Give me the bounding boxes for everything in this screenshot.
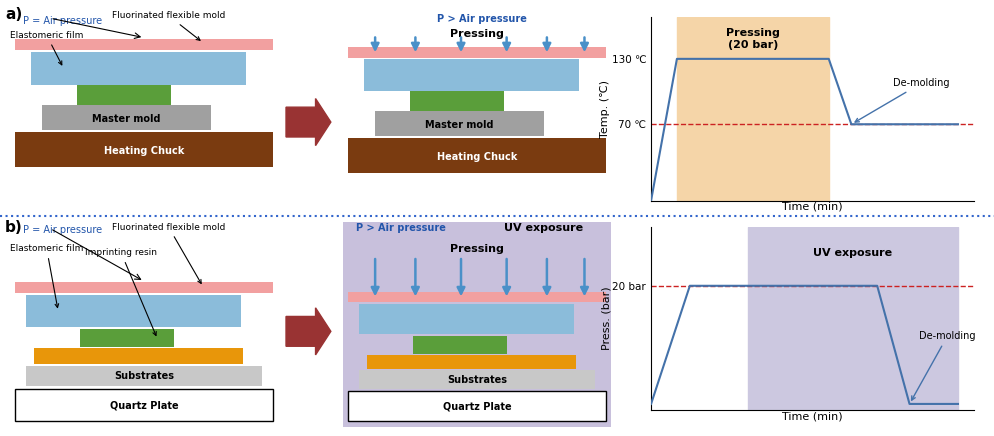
Text: Elastomeric film: Elastomeric film xyxy=(10,244,83,307)
Text: Imprinting resin: Imprinting resin xyxy=(85,248,157,335)
Bar xyxy=(34,348,244,364)
X-axis label: Time (min): Time (min) xyxy=(782,202,843,212)
Bar xyxy=(348,138,606,173)
Text: Fluorinated flexible mold: Fluorinated flexible mold xyxy=(112,222,226,283)
Text: P > Air pressure: P > Air pressure xyxy=(437,14,527,24)
Bar xyxy=(359,304,574,334)
Text: Heating Chuck: Heating Chuck xyxy=(104,146,184,157)
Bar xyxy=(32,52,247,85)
Bar xyxy=(413,336,507,354)
Bar xyxy=(26,295,241,327)
Bar xyxy=(15,282,273,293)
Text: P = Air pressure: P = Air pressure xyxy=(24,16,102,26)
Bar xyxy=(15,39,273,50)
Text: Substrates: Substrates xyxy=(447,375,507,385)
Text: Elastomeric film: Elastomeric film xyxy=(10,31,83,65)
Bar xyxy=(78,85,171,106)
Y-axis label: Temp. (℃): Temp. (℃) xyxy=(600,80,610,138)
Bar xyxy=(365,59,580,91)
Bar xyxy=(80,329,174,347)
Bar xyxy=(348,292,606,302)
Text: P > Air pressure: P > Air pressure xyxy=(356,223,446,233)
Text: Heating Chuck: Heating Chuck xyxy=(437,152,517,161)
FancyArrow shape xyxy=(286,308,331,355)
Bar xyxy=(359,370,595,389)
Bar xyxy=(677,17,829,201)
Bar xyxy=(375,112,545,136)
Text: b): b) xyxy=(5,220,23,235)
Bar xyxy=(42,106,212,130)
Text: Pressing
(20 bar): Pressing (20 bar) xyxy=(726,28,779,50)
Text: Master mold: Master mold xyxy=(425,120,494,130)
Text: Master mold: Master mold xyxy=(92,114,161,124)
Text: Quartz Plate: Quartz Plate xyxy=(442,402,512,412)
Text: a): a) xyxy=(5,7,22,21)
Bar xyxy=(348,392,606,421)
Text: De-molding: De-molding xyxy=(855,78,950,122)
Y-axis label: Press. (bar): Press. (bar) xyxy=(601,286,611,350)
Bar xyxy=(411,91,504,112)
Text: Quartz Plate: Quartz Plate xyxy=(109,401,179,411)
Bar xyxy=(15,389,273,421)
Text: De-molding: De-molding xyxy=(911,331,976,400)
Text: P = Air pressure: P = Air pressure xyxy=(24,225,102,235)
X-axis label: Time (min): Time (min) xyxy=(782,411,843,421)
Bar xyxy=(348,47,606,58)
Text: Substrates: Substrates xyxy=(114,371,174,382)
FancyArrow shape xyxy=(286,99,331,146)
Text: Pressing: Pressing xyxy=(450,244,504,254)
Bar xyxy=(748,227,958,410)
Text: Fluorinated flexible mold: Fluorinated flexible mold xyxy=(112,11,226,40)
Bar xyxy=(367,354,577,369)
Text: Pressing: Pressing xyxy=(450,30,504,40)
Bar xyxy=(26,366,262,386)
Bar xyxy=(15,132,273,167)
Text: UV exposure: UV exposure xyxy=(504,223,583,233)
Text: UV exposure: UV exposure xyxy=(813,248,893,258)
